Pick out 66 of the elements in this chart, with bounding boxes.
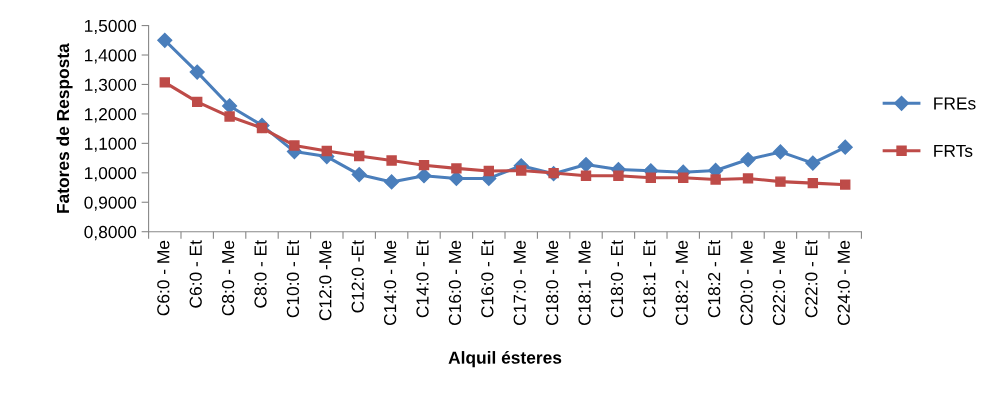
point [678, 172, 689, 184]
x-tick-label: C18:2 - Me [675, 240, 688, 326]
point [451, 163, 462, 174]
y-tick-label: 1,5000 [85, 19, 137, 35]
point [483, 165, 495, 177]
x-tick-label: C6:0 - Me [157, 240, 170, 316]
x-tick-label: C17:0 - Me [513, 240, 526, 326]
point [418, 159, 430, 171]
point [775, 176, 786, 187]
point [837, 139, 853, 155]
point [384, 174, 400, 190]
x-tick-label: C18:0 - Me [545, 240, 559, 326]
point [710, 174, 721, 185]
point [189, 64, 205, 80]
x-tick-label: C14:0 - Et [416, 240, 429, 318]
legend-label: FRTs [934, 144, 973, 158]
x-axis-title: Alquil ésteres [448, 350, 562, 368]
y-tick-label: 1,2000 [85, 108, 137, 123]
point [289, 140, 300, 151]
point [416, 168, 432, 184]
x-tick-label: C12:0 -Et [351, 240, 364, 313]
x-tick-label: C10:0 - Et [286, 240, 300, 318]
legend-label: FREs [934, 97, 976, 110]
x-tick-label: C8:0 - Et [254, 240, 267, 308]
point [772, 144, 788, 160]
point [516, 165, 527, 176]
point [222, 98, 238, 114]
point [351, 167, 367, 183]
point [224, 111, 235, 122]
point [807, 177, 819, 189]
y-tick-label: 0,8000 [84, 225, 137, 241]
x-tick-label: C24:0 - Me [837, 240, 850, 326]
point [321, 145, 333, 157]
x-tick-label: C18:0 - Et [610, 240, 624, 318]
y-tick-label: 1,0000 [85, 166, 137, 182]
point [191, 96, 203, 108]
point [580, 170, 592, 181]
y-axis-title: Fatores de Resposta [56, 43, 73, 213]
x-tick-label: C18:2 - Et [707, 240, 721, 318]
point [353, 150, 365, 162]
x-tick-label: C18:1 - Me [578, 240, 591, 326]
x-tick-label: C16:0 - Et [481, 240, 494, 318]
y-tick-label: 0,9000 [84, 196, 137, 211]
x-tick-label: C6:0 - Et [189, 240, 202, 308]
point [740, 151, 756, 168]
x-tick-label: C16:0 - Me [448, 240, 462, 326]
x-tick-label: C14:0 - Me [383, 240, 397, 326]
point [159, 77, 171, 88]
point [578, 156, 594, 173]
point [386, 155, 397, 166]
point [613, 170, 624, 181]
x-tick-label: C22:0 - Me [772, 240, 786, 326]
x-tick-label: C12:0 -Me [319, 240, 332, 321]
x-tick-label: C22:0 - Et [805, 240, 818, 318]
point [645, 172, 657, 184]
y-tick-label: 1,1000 [85, 137, 137, 152]
point [742, 173, 754, 184]
point [805, 155, 821, 171]
x-tick-label: C8:0 - Me [221, 240, 235, 316]
point [840, 179, 851, 190]
x-tick-label: C18:1 - Et [643, 240, 656, 318]
point [157, 32, 173, 48]
y-tick-label: 1,3000 [85, 78, 137, 93]
x-tick-label: C20:0 - Me [740, 240, 753, 326]
y-tick-label: 1,4000 [85, 49, 137, 64]
point [256, 122, 268, 134]
